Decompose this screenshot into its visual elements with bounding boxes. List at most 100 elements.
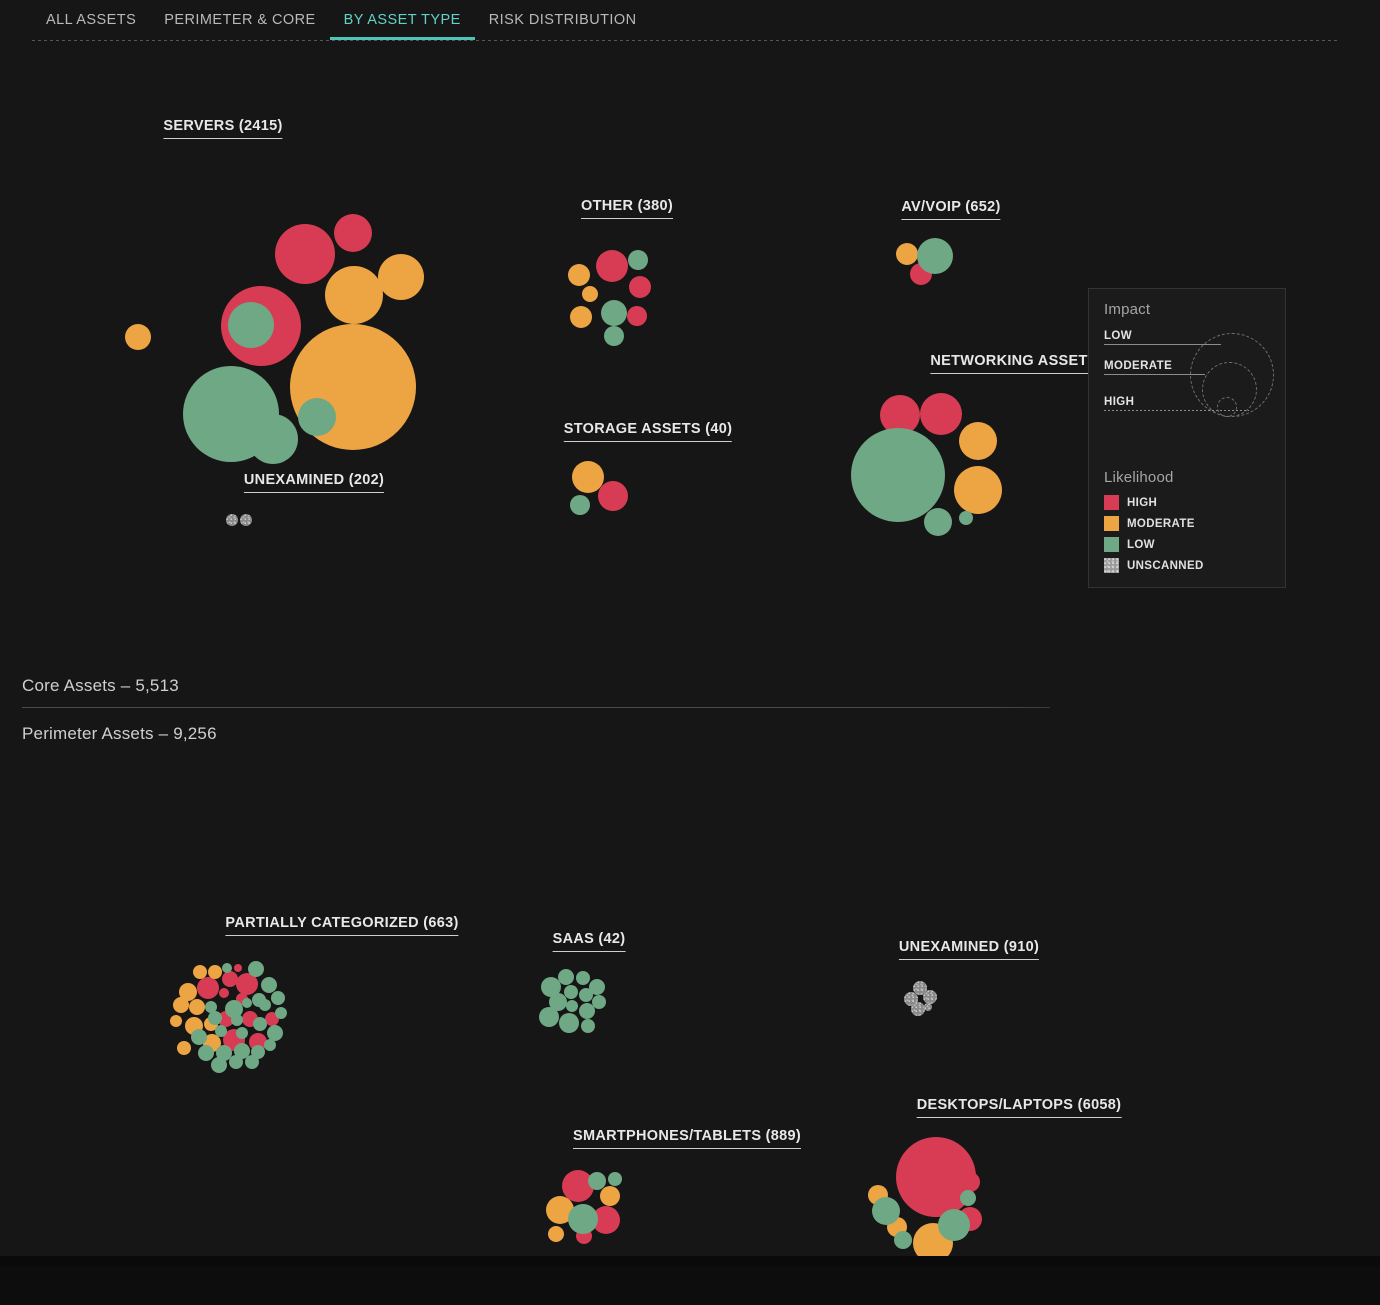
bubble-saas-low[interactable] [581,1019,595,1033]
bubble-partially-categorized-high[interactable] [234,964,242,972]
bubble-partially-categorized-low[interactable] [267,1025,283,1041]
bubble-networking-assets-high[interactable] [920,393,962,435]
bubble-saas-low[interactable] [549,993,567,1011]
tab-perimeter-core[interactable]: PERIMETER & CORE [164,12,316,28]
bubble-partially-categorized-low[interactable] [222,963,232,973]
bubble-partially-categorized-moderate[interactable] [177,1041,191,1055]
bubble-servers-moderate[interactable] [325,266,383,324]
cluster-unexamined-core[interactable]: UNEXAMINED (202) [226,472,390,532]
bubble-partially-categorized-low[interactable] [198,1045,214,1061]
bubble-av-voip-low[interactable] [917,238,953,274]
bubble-networking-assets-moderate[interactable] [954,466,1002,514]
cluster-saas[interactable]: SAAS (42) [539,931,634,1071]
bubble-partially-categorized-low[interactable] [253,1017,267,1031]
bubble-smartphones-tablets-low[interactable] [588,1172,606,1190]
bubble-storage-assets-moderate[interactable] [572,461,604,493]
bubble-saas-low[interactable] [539,1007,559,1027]
bubble-partially-categorized-low[interactable] [211,1057,227,1073]
bubble-networking-assets-low[interactable] [959,511,973,525]
bubble-servers-high[interactable] [275,224,335,284]
bubble-saas-low[interactable] [576,971,590,985]
bubble-other-moderate[interactable] [570,306,592,328]
bubble-saas-low[interactable] [558,969,574,985]
bubble-partially-categorized-low[interactable] [242,998,252,1008]
bubble-saas-low[interactable] [579,988,593,1002]
legend-likelihood-row-low[interactable]: LOW [1104,537,1155,552]
bubble-unexamined-perimeter-unscanned[interactable] [924,1003,932,1011]
bubble-partially-categorized-low[interactable] [208,1011,222,1025]
bubble-partially-categorized-moderate[interactable] [208,965,222,979]
tab-all-assets[interactable]: ALL ASSETS [46,12,137,28]
bubble-storage-assets-low[interactable] [570,495,590,515]
bubble-servers-moderate[interactable] [125,324,151,350]
legend-likelihood-row-moderate[interactable]: MODERATE [1104,516,1195,531]
tab-by-asset-type[interactable]: BY ASSET TYPE [329,0,475,40]
bubble-desktops-laptops-high[interactable] [960,1172,980,1192]
bubble-partially-categorized-moderate[interactable] [170,1015,182,1027]
cluster-label-av-voip[interactable]: AV/VOIP (652) [901,199,1001,220]
cluster-label-unexamined-perimeter[interactable]: UNEXAMINED (910) [898,939,1040,960]
bubble-saas-low[interactable] [592,995,606,1009]
legend-likelihood-row-high[interactable]: HIGH [1104,495,1157,510]
bubble-desktops-laptops-low[interactable] [872,1197,900,1225]
tab-risk-distribution[interactable]: RISK DISTRIBUTION [488,12,637,28]
bubble-unexamined-core-unscanned[interactable] [240,514,252,526]
bubble-networking-assets-low[interactable] [924,508,952,536]
bubble-smartphones-tablets-moderate[interactable] [548,1226,564,1242]
bubble-partially-categorized-high[interactable] [197,977,219,999]
cluster-label-smartphones-tablets[interactable]: SMARTPHONES/TABLETS (889) [573,1128,801,1149]
bubble-servers-moderate[interactable] [378,254,424,300]
bubble-saas-low[interactable] [541,977,561,997]
bubble-partially-categorized-high[interactable] [219,988,229,998]
bubble-smartphones-tablets-low[interactable] [608,1172,622,1186]
bubble-partially-categorized-high[interactable] [236,973,258,995]
bubble-unexamined-perimeter-unscanned[interactable] [911,1002,925,1016]
cluster-av-voip[interactable]: AV/VOIP (652) [896,199,1001,299]
bubble-smartphones-tablets-moderate[interactable] [600,1186,620,1206]
bubble-unexamined-perimeter-unscanned[interactable] [913,981,927,995]
cluster-label-storage-assets[interactable]: STORAGE ASSETS (40) [563,421,733,442]
bubble-partially-categorized-high[interactable] [222,971,238,987]
bubble-other-high[interactable] [627,306,647,326]
bubble-other-low[interactable] [604,326,624,346]
bubble-desktops-laptops-low[interactable] [894,1231,912,1249]
bubble-partially-categorized-low[interactable] [191,1029,207,1045]
bubble-unexamined-perimeter-unscanned[interactable] [923,990,937,1004]
cluster-label-partially-categorized[interactable]: PARTIALLY CATEGORIZED (663) [225,915,459,936]
bubble-servers-low[interactable] [298,398,336,436]
bubble-partially-categorized-low[interactable] [236,1027,248,1039]
bubble-storage-assets-high[interactable] [598,481,628,511]
cluster-label-servers[interactable]: SERVERS (2415) [163,118,283,139]
bubble-unexamined-core-unscanned[interactable] [226,514,238,526]
cluster-desktops-laptops[interactable]: DESKTOPS/LAPTOPS (6058) [868,1097,1122,1267]
cluster-label-unexamined-core[interactable]: UNEXAMINED (202) [243,472,385,493]
bubble-partially-categorized-low[interactable] [231,1014,243,1026]
bubble-other-low[interactable] [628,250,648,270]
bubble-partially-categorized-low[interactable] [264,1039,276,1051]
bubble-partially-categorized-low[interactable] [225,1000,243,1018]
bubble-av-voip-moderate[interactable] [896,243,918,265]
bubble-saas-low[interactable] [559,1013,579,1033]
cluster-networking-assets[interactable]: NETWORKING ASSETS (1824) [851,353,1146,553]
cluster-label-other[interactable]: OTHER (380) [581,198,673,219]
bubble-partially-categorized-low[interactable] [261,977,277,993]
bubble-smartphones-tablets-low[interactable] [568,1204,598,1234]
bubble-partially-categorized-low[interactable] [215,1025,227,1037]
bubble-desktops-laptops-low[interactable] [938,1209,970,1241]
bubble-partially-categorized-moderate[interactable] [189,999,205,1015]
bubble-other-moderate[interactable] [568,264,590,286]
bubble-other-low[interactable] [601,300,627,326]
cluster-unexamined-perimeter[interactable]: UNEXAMINED (910) [898,939,1040,1049]
bubble-networking-assets-moderate[interactable] [959,422,997,460]
bubble-partially-categorized-low[interactable] [245,1055,259,1069]
bubble-servers-low[interactable] [248,414,298,464]
bubble-partially-categorized-low[interactable] [205,1001,217,1013]
bubble-other-high[interactable] [596,250,628,282]
cluster-label-desktops-laptops[interactable]: DESKTOPS/LAPTOPS (6058) [916,1097,1122,1118]
bubble-saas-low[interactable] [579,1003,595,1019]
legend-likelihood-row-unscanned[interactable]: UNSCANNED [1104,558,1204,573]
cluster-smartphones-tablets[interactable]: SMARTPHONES/TABLETS (889) [546,1128,801,1258]
cluster-servers[interactable]: SERVERS (2415) [125,118,424,464]
bubble-other-moderate[interactable] [582,286,598,302]
bubble-partially-categorized-low[interactable] [248,961,264,977]
